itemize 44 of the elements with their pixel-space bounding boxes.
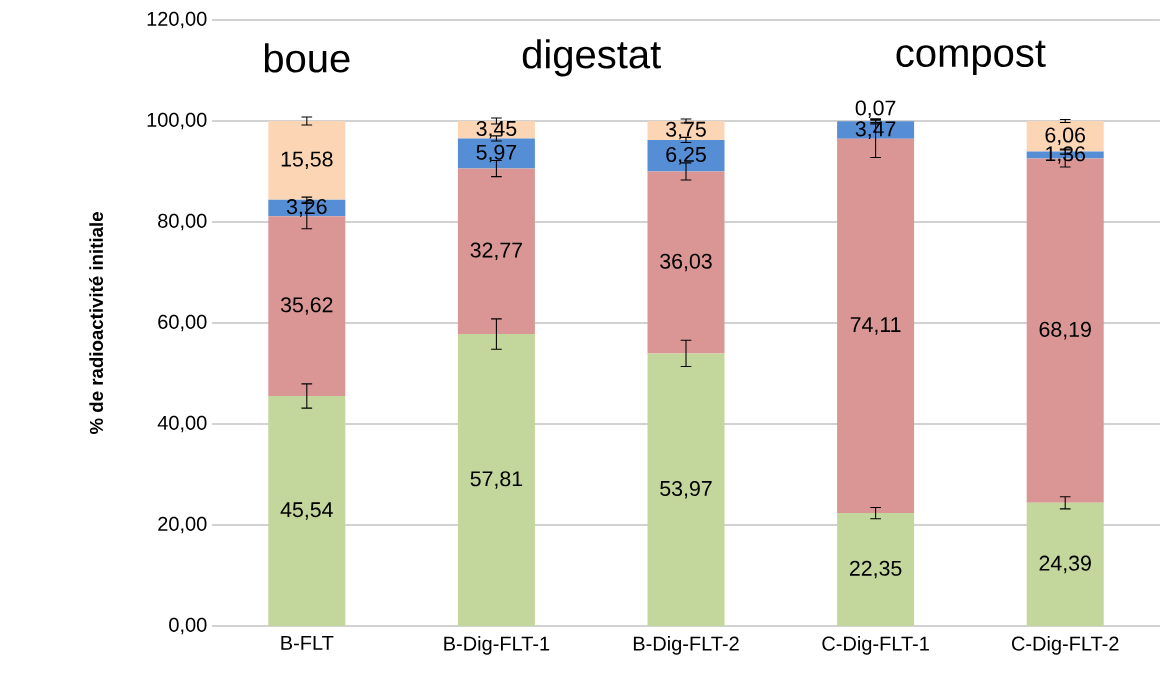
data-label: 53,97 <box>660 480 712 499</box>
bar <box>837 513 915 626</box>
x-tick-label: C-Dig-FLT-1 <box>822 636 929 655</box>
bar <box>647 171 725 354</box>
y-tick-label: 100,00 <box>147 112 207 130</box>
data-label: 32,77 <box>470 242 523 261</box>
data-label: 15,58 <box>281 151 333 170</box>
bar <box>268 120 346 200</box>
data-label: 68,19 <box>1039 321 1091 340</box>
x-tick-label: B-Dig-FLT-1 <box>444 636 550 655</box>
bar <box>647 353 725 626</box>
y-axis-title: % de radioactivité initiale <box>89 212 104 435</box>
data-label: 36,03 <box>660 253 712 272</box>
y-tick-label: 0,00 <box>169 617 207 635</box>
data-label: 24,39 <box>1039 555 1091 574</box>
bar <box>457 334 535 626</box>
bar <box>268 216 346 397</box>
y-tick-label: 80,00 <box>158 213 207 231</box>
bar <box>268 396 346 626</box>
data-label: 3,45 <box>476 120 517 139</box>
data-label: 57,81 <box>470 471 523 489</box>
bar <box>457 138 535 169</box>
y-tick-label: 40,00 <box>157 415 207 433</box>
data-label: 6,06 <box>1045 127 1086 146</box>
y-tick-label: 120,00 <box>147 11 207 29</box>
annotation: compost <box>896 40 1046 75</box>
bar <box>1026 502 1104 626</box>
data-label: 35,62 <box>280 297 333 315</box>
data-label: 0,07 <box>855 100 896 119</box>
y-tick-label: 20,00 <box>158 516 207 534</box>
x-tick-label: C-Dig-FLT-2 <box>1011 636 1119 655</box>
data-label: 74,11 <box>850 317 901 335</box>
annotation: boue <box>264 43 350 73</box>
data-label: 45,54 <box>280 502 333 520</box>
y-tick-label: 60,00 <box>158 314 207 332</box>
annotation: digestat <box>522 39 661 77</box>
data-label: 6,25 <box>666 146 706 165</box>
bar <box>837 138 915 514</box>
x-tick-label: B-Dig-FLT-2 <box>633 636 739 655</box>
data-label: 3,75 <box>666 121 706 140</box>
x-tick-label: B-FLT <box>281 636 334 650</box>
data-label: 5,97 <box>476 144 517 163</box>
bar <box>457 168 535 335</box>
data-label: 22,35 <box>849 560 902 579</box>
